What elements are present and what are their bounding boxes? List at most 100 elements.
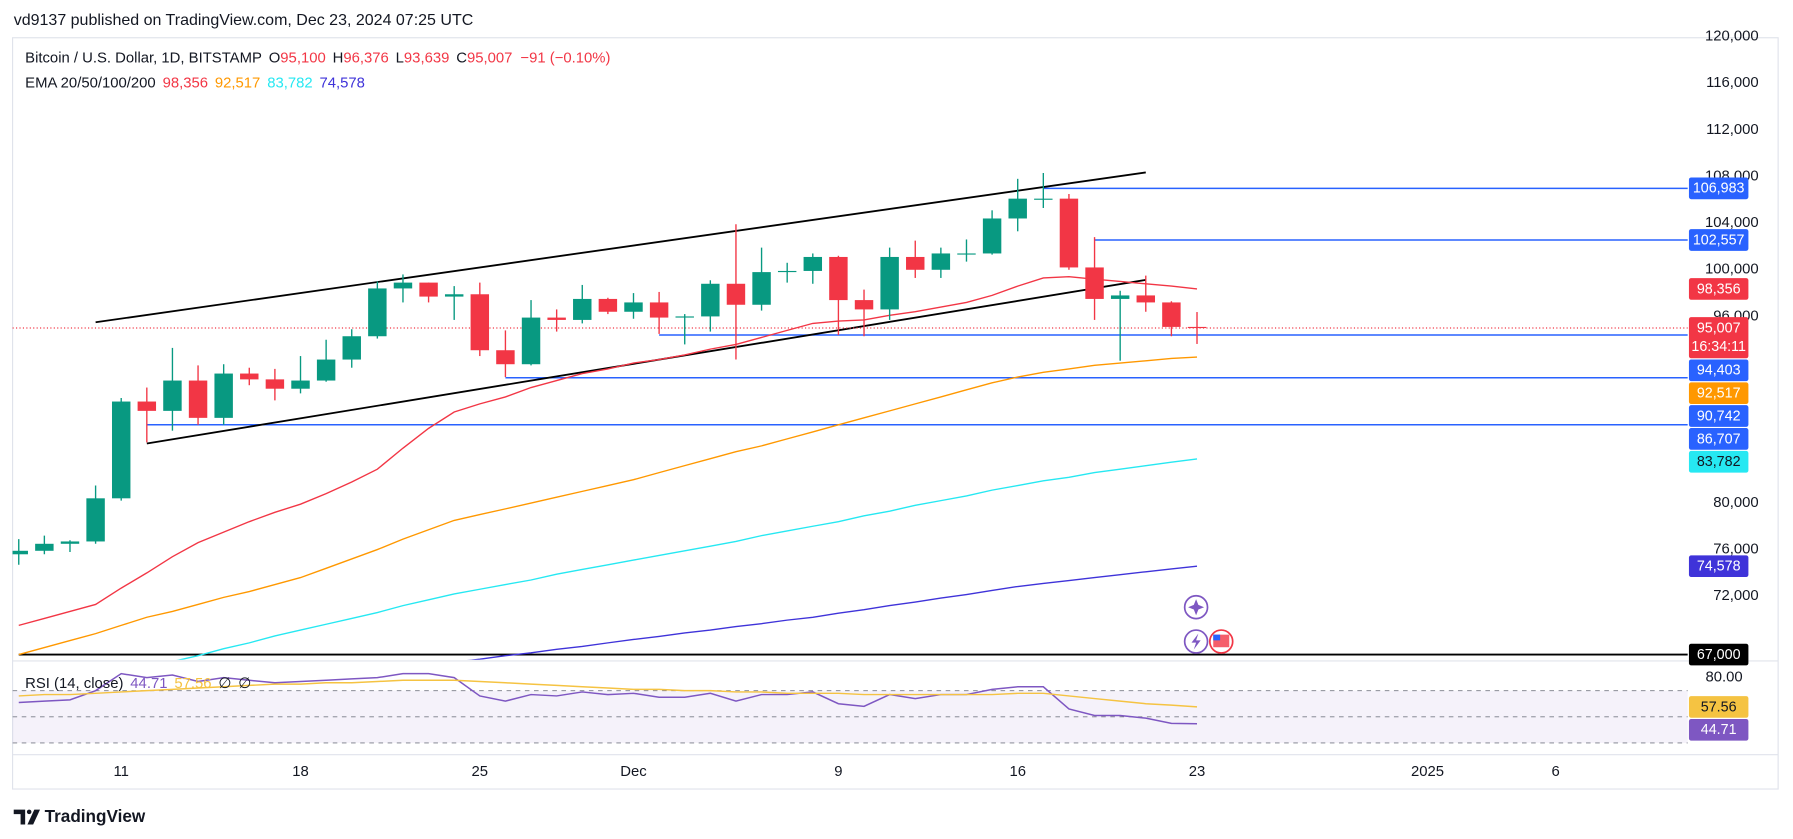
countdown: 16:34:11 bbox=[1691, 339, 1746, 355]
rsi-legend: RSI (14, close) 44.71 57.56 ∅ ∅ bbox=[25, 676, 251, 692]
event-icon-bolt bbox=[1191, 633, 1201, 650]
y-tick-label: 100,000 bbox=[1705, 262, 1759, 278]
x-tick-label: Dec bbox=[620, 764, 647, 780]
candle-body bbox=[1008, 198, 1027, 219]
candle-body bbox=[931, 253, 951, 270]
ohlc-letter: L bbox=[396, 50, 404, 66]
candle-body bbox=[12, 550, 28, 555]
event-icons bbox=[1183, 594, 1234, 654]
price-badge bbox=[1688, 696, 1749, 718]
rsi-line bbox=[18, 679, 1198, 708]
rsi-extra: ∅ bbox=[218, 676, 231, 692]
candle-body bbox=[111, 401, 131, 499]
rsi-value: 44.71 bbox=[130, 676, 167, 692]
candle-body bbox=[368, 288, 387, 337]
price-badge bbox=[1688, 643, 1749, 666]
candle-body bbox=[240, 373, 259, 380]
candle-body bbox=[1187, 326, 1207, 329]
symbol: Bitcoin / U.S. Dollar, 1D, BITSTAMP bbox=[25, 50, 262, 66]
price-badges: 106,983 102,557 98,356 95,007 16:34:11 94,403… bbox=[1688, 177, 1749, 741]
logo-part bbox=[27, 809, 41, 825]
event-icon-flag bbox=[1213, 634, 1221, 641]
candle-body bbox=[316, 359, 336, 381]
price-badge bbox=[1688, 450, 1749, 473]
symbol-legend: Bitcoin / U.S. Dollar, 1D, BITSTAMP O95,1… bbox=[25, 50, 610, 66]
logo-part bbox=[26, 809, 32, 815]
candle-body bbox=[470, 294, 490, 351]
ohlc-letter: O bbox=[269, 50, 281, 66]
candle-body bbox=[547, 317, 566, 320]
price-badge bbox=[1688, 405, 1749, 427]
price-badge-label: 94,403 bbox=[1697, 363, 1741, 379]
candle-body bbox=[419, 282, 438, 297]
event-icon-star bbox=[1188, 599, 1205, 616]
rsi-line bbox=[18, 672, 1198, 725]
candle-body bbox=[777, 270, 797, 273]
x-tick-label: 23 bbox=[1189, 764, 1206, 780]
y-tick-label: 112,000 bbox=[1706, 122, 1759, 138]
candle-body bbox=[752, 272, 771, 305]
price-badge-label: 95,007 bbox=[1697, 320, 1741, 336]
candle-body bbox=[86, 498, 105, 542]
candle-body bbox=[393, 282, 413, 289]
x-tick-label: 2025 bbox=[1411, 764, 1444, 780]
y-tick-label: 116,000 bbox=[1706, 75, 1759, 91]
ema-name: EMA 20/50/100/200 bbox=[25, 75, 156, 91]
candle-body bbox=[214, 373, 233, 418]
candle-body bbox=[573, 298, 592, 320]
candle-body bbox=[598, 298, 618, 312]
logo-part bbox=[13, 809, 26, 825]
ema-value: 83,782 bbox=[267, 75, 312, 91]
candle-body bbox=[496, 350, 515, 365]
price-badge bbox=[1688, 359, 1749, 382]
candle-body bbox=[829, 256, 848, 301]
ema-value: 74,578 bbox=[320, 75, 365, 91]
publish-note: vd9137 published on TradingView.com, Dec… bbox=[14, 12, 474, 29]
trend-line bbox=[95, 171, 1146, 324]
ohlc-letter: C bbox=[456, 50, 467, 66]
rsi-extra: ∅ bbox=[238, 676, 251, 692]
price-badge bbox=[1688, 428, 1749, 450]
axes: 120,000116,000112,000108,000104,000100,0… bbox=[113, 29, 1758, 780]
candle-body bbox=[854, 300, 874, 310]
candle-body bbox=[342, 336, 361, 360]
candle-body bbox=[982, 218, 1002, 254]
candle-body bbox=[137, 401, 157, 411]
price-badge-label: 98,356 bbox=[1697, 281, 1741, 297]
price-badge bbox=[1688, 229, 1749, 251]
candle-body bbox=[675, 316, 694, 318]
candle-body bbox=[521, 317, 541, 365]
candle-body bbox=[880, 256, 899, 310]
rsi-tick-label: 80.00 bbox=[1705, 670, 1742, 686]
ema-line bbox=[18, 276, 1198, 627]
candle-body bbox=[1110, 295, 1130, 299]
ema-line bbox=[176, 458, 1198, 660]
price-badge-label: 106,983 bbox=[1693, 181, 1745, 197]
ema-value: 98,356 bbox=[163, 75, 208, 91]
candle-body bbox=[1034, 198, 1053, 200]
ohlc-letter: H bbox=[333, 50, 344, 66]
price-badge-label: 74,578 bbox=[1697, 559, 1741, 575]
candle-body bbox=[1059, 198, 1079, 268]
ema-line bbox=[468, 565, 1198, 660]
candle-body bbox=[1162, 302, 1181, 327]
candle-body bbox=[649, 302, 669, 318]
x-tick-label: 25 bbox=[472, 764, 489, 780]
price-badge bbox=[1688, 382, 1749, 405]
y-tick-label: 80,000 bbox=[1713, 495, 1758, 511]
price-pane bbox=[12, 171, 1688, 660]
price-badge-label: 90,742 bbox=[1697, 408, 1741, 424]
candle-body bbox=[803, 256, 823, 271]
x-tick-label: 18 bbox=[292, 764, 309, 780]
price-badge bbox=[1688, 278, 1749, 300]
candle-body bbox=[60, 541, 80, 544]
x-tick-label: 11 bbox=[113, 764, 128, 780]
price-badge-label: 102,557 bbox=[1693, 232, 1745, 248]
price-badge bbox=[1688, 317, 1749, 359]
change-label: −91 (−0.10%) bbox=[520, 50, 610, 66]
x-tick-label: 9 bbox=[834, 764, 842, 780]
candle-body bbox=[701, 283, 720, 317]
price-badge bbox=[1688, 177, 1749, 200]
candle-body bbox=[188, 380, 208, 418]
